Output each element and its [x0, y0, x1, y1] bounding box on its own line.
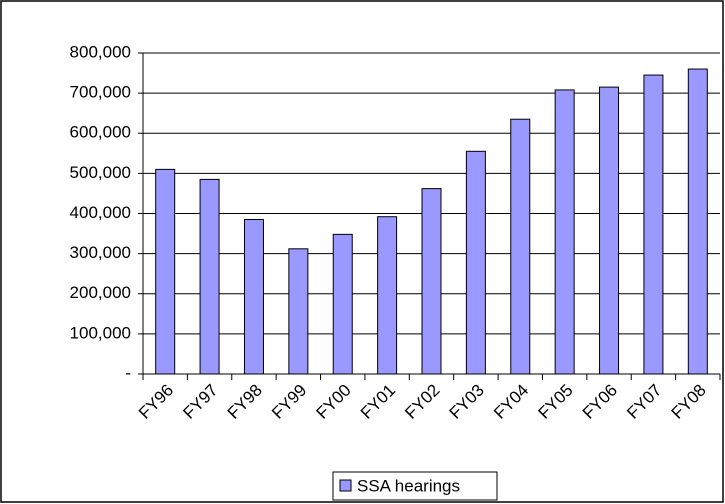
- legend-swatch: [339, 479, 352, 492]
- bar: [332, 233, 353, 375]
- y-tick-label: 600,000: [70, 123, 131, 142]
- legend-label: SSA hearings: [357, 476, 460, 495]
- bar: [599, 86, 620, 375]
- y-tick-label: 400,000: [70, 203, 131, 222]
- bar: [421, 188, 442, 375]
- bar: [510, 118, 531, 375]
- bar: [554, 89, 575, 375]
- y-tick-label: 200,000: [70, 283, 131, 302]
- bar: [199, 178, 220, 375]
- bar: [643, 74, 664, 375]
- y-tick-label: 700,000: [70, 83, 131, 102]
- bar: [377, 216, 398, 375]
- y-tick-label: 800,000: [70, 42, 131, 61]
- bar: [687, 68, 708, 375]
- legend-box: [332, 471, 498, 501]
- bar: [288, 248, 309, 375]
- y-tick-label: -: [125, 363, 131, 382]
- bar: [465, 150, 486, 375]
- y-tick-label: 100,000: [70, 323, 131, 342]
- bar: [155, 168, 176, 375]
- bar: [243, 219, 264, 375]
- y-tick-label: 300,000: [70, 243, 131, 262]
- y-tick-label: 500,000: [70, 163, 131, 182]
